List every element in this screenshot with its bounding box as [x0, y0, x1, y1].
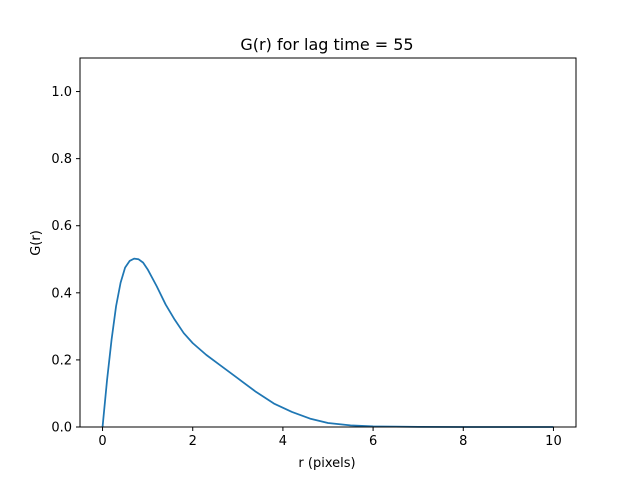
y-axis-label: G(r)	[29, 230, 44, 256]
x-tick-label: 4	[279, 434, 287, 449]
chart-title: G(r) for lag time = 55	[240, 35, 413, 54]
y-tick-label: 0.0	[51, 421, 72, 436]
y-axis-ticks: 0.0 0.2 0.4 0.6 0.8 1.0	[51, 85, 80, 436]
plot-area	[79, 57, 577, 428]
x-tick-label: 0	[98, 434, 106, 449]
y-tick-label: 0.2	[51, 353, 72, 368]
x-tick-label: 2	[189, 434, 197, 449]
x-tick-label: 10	[545, 434, 562, 449]
y-tick-label: 1.0	[51, 85, 72, 100]
x-axis-label: r (pixels)	[298, 456, 355, 471]
x-tick-label: 6	[369, 434, 377, 449]
x-axis-ticks: 0 2 4 6 8 10	[98, 427, 562, 449]
y-tick-label: 0.6	[51, 219, 72, 234]
y-tick-label: 0.8	[51, 152, 72, 167]
x-tick-label: 8	[459, 434, 467, 449]
axes-frame	[79, 57, 577, 428]
y-tick-label: 0.4	[51, 286, 72, 301]
series-line-0	[101, 257, 554, 428]
